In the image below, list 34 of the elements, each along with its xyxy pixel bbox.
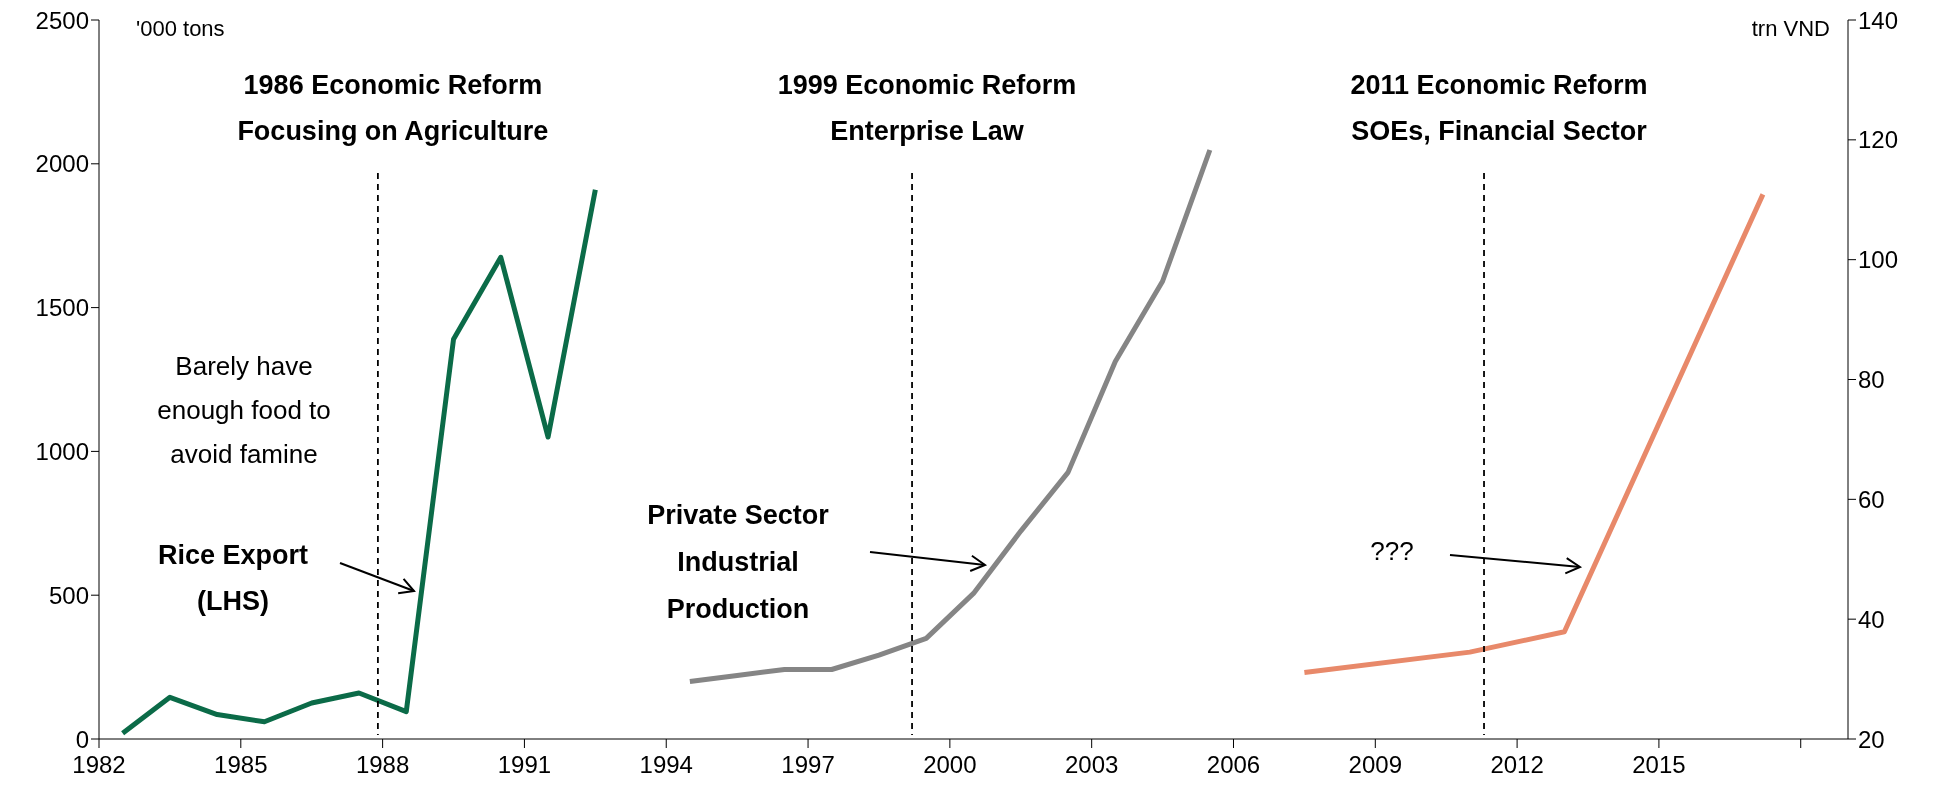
y2-tick-label: 120 [1858,126,1899,154]
annotation: Barely have enough food to avoid famine [157,351,331,469]
y-tick-label: 500 [48,581,89,609]
y2-tick-label: 140 [1858,6,1899,34]
x-tick-label: 1985 [214,751,268,779]
y2-tick-label: 20 [1858,725,1885,753]
y2-axis-title: trn VND [1751,16,1830,41]
y-tick-label: 2500 [35,6,89,34]
annotation: Private Sector Industrial Production [647,500,830,624]
ref-line-label: 1986 Economic Reform Focusing on Agriculture [237,70,549,146]
y-tick-label: 1500 [35,294,89,322]
x-tick-label: 1991 [497,751,552,779]
ref-line-label: 1999 Economic Reform Enterprise Law [777,70,1077,146]
x-tick-label: 1988 [355,751,410,779]
x-tick-label: 1994 [639,751,693,779]
y-tick-label: 1000 [35,437,89,465]
x-tick-label: 1997 [781,751,835,779]
x-tick-label: 2015 [1632,751,1686,779]
y2-tick-label: 40 [1858,605,1885,633]
y2-tick-label: 60 [1858,485,1885,513]
x-tick-label: 2012 [1490,751,1544,779]
annotation: ??? [1370,536,1414,566]
y-axis-title: '000 tons [136,16,225,41]
annotation: Rice Export (LHS) [157,540,309,616]
x-tick-label: 2003 [1064,751,1119,779]
ref-line-label: 2011 Economic Reform SOEs, Financial Sector [1350,70,1648,146]
y2-tick-label: 80 [1858,366,1885,394]
x-tick-label: 2006 [1206,751,1261,779]
x-tick-label: 2009 [1348,751,1402,779]
x-tick-label: 2000 [923,751,977,779]
x-tick-label: 1982 [72,751,126,779]
y-tick-label: 0 [75,725,89,753]
y-tick-label: 2000 [35,150,89,178]
y2-tick-label: 100 [1858,246,1899,274]
